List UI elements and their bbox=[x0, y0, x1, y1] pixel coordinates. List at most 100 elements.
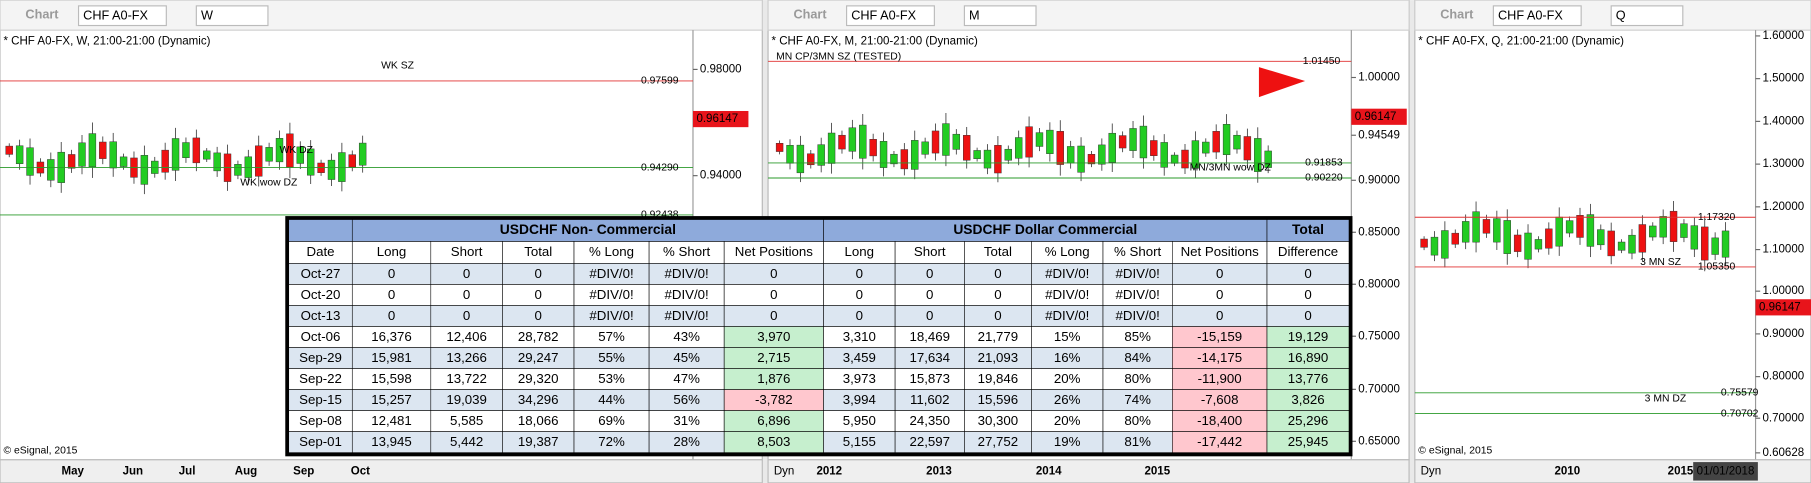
cell-text: -7,608 bbox=[1201, 392, 1239, 407]
level-label: 0.75579 bbox=[1721, 388, 1759, 399]
column-header: Total bbox=[984, 244, 1012, 259]
column-header: Net Positions bbox=[735, 244, 814, 259]
cell-text: 26% bbox=[1054, 392, 1081, 407]
candle bbox=[1264, 150, 1272, 168]
time-label: Oct bbox=[351, 465, 370, 477]
level-label: 1.17320 bbox=[1698, 212, 1736, 223]
candle bbox=[1513, 234, 1522, 252]
cell-text: Sep-15 bbox=[299, 392, 342, 407]
level-label: 0.70702 bbox=[1721, 408, 1759, 419]
cell-text: 84% bbox=[1124, 350, 1151, 365]
candle bbox=[203, 150, 211, 160]
price-label: 0.70000 bbox=[1762, 412, 1804, 424]
cell-text: 0 bbox=[388, 266, 395, 281]
cell-text: 34,296 bbox=[518, 392, 559, 407]
cell-text: 13,266 bbox=[446, 350, 487, 365]
candle bbox=[78, 142, 86, 167]
cell-text: 0 bbox=[1216, 287, 1223, 302]
column-header: % Short bbox=[663, 244, 711, 259]
level-label: 0.91853 bbox=[1305, 158, 1343, 169]
cell-text: 0 bbox=[856, 287, 863, 302]
candle bbox=[67, 154, 76, 169]
cell-text: 3,826 bbox=[1291, 392, 1324, 407]
annotation: WK SZ bbox=[381, 61, 415, 72]
cell-text: 53% bbox=[598, 371, 625, 386]
cell-text: 0 bbox=[463, 287, 470, 302]
candle bbox=[1212, 131, 1220, 153]
time-label: 2013 bbox=[926, 465, 952, 477]
time-axis bbox=[0, 459, 763, 483]
cell-text: 15,598 bbox=[371, 371, 412, 386]
column-header: Short bbox=[914, 244, 946, 259]
price-label: 0.80000 bbox=[1358, 278, 1400, 290]
symbol: CHF A0-FX bbox=[1498, 9, 1563, 23]
price-label: 1.20000 bbox=[1762, 201, 1804, 213]
candle bbox=[1150, 140, 1158, 156]
cell-text: 0 bbox=[926, 287, 933, 302]
cell-text: 25,945 bbox=[1288, 434, 1329, 449]
current-price-box bbox=[1351, 108, 1407, 125]
cell-text: -14,175 bbox=[1197, 350, 1242, 365]
candle bbox=[1441, 230, 1449, 259]
cell-text: #DIV/0! bbox=[1116, 287, 1160, 302]
candle bbox=[994, 145, 1002, 174]
time-label: Aug bbox=[235, 465, 257, 477]
cell-text: -15,159 bbox=[1197, 329, 1242, 344]
candle bbox=[47, 159, 55, 181]
candle bbox=[1690, 225, 1699, 250]
candle bbox=[1721, 230, 1730, 258]
candle bbox=[1555, 216, 1563, 247]
cell-text: 30,300 bbox=[978, 413, 1019, 428]
candle bbox=[1482, 219, 1491, 234]
candle bbox=[275, 138, 284, 163]
cell-text: Sep-22 bbox=[299, 371, 342, 386]
footer: © eSignal, 2015 bbox=[3, 445, 77, 456]
current-price: 0.96147 bbox=[1355, 111, 1397, 123]
cell-text: 21,093 bbox=[978, 350, 1019, 365]
cell-text: 0 bbox=[535, 287, 542, 302]
cell-text: 12,406 bbox=[446, 329, 487, 344]
candle bbox=[827, 132, 836, 164]
candle bbox=[931, 130, 940, 154]
cell-text: 0 bbox=[535, 266, 542, 281]
interval: Q bbox=[1616, 9, 1626, 23]
subtitle: * CHF A0-FX, W, 21:00-21:00 (Dynamic) bbox=[3, 36, 210, 48]
candle bbox=[775, 143, 784, 152]
candle bbox=[1420, 238, 1428, 248]
cell-text: 56% bbox=[673, 392, 700, 407]
footer: © eSignal, 2015 bbox=[1418, 445, 1492, 456]
candle bbox=[838, 134, 846, 150]
cell-text: 0 bbox=[1216, 308, 1223, 323]
cell-text: #DIV/0! bbox=[1045, 287, 1089, 302]
price-label: 0.65000 bbox=[1358, 435, 1400, 447]
cell-text: 0 bbox=[926, 308, 933, 323]
candle bbox=[1056, 131, 1064, 165]
candle bbox=[1066, 146, 1075, 164]
symbol: CHF A0-FX bbox=[83, 9, 148, 23]
cell-text: 57% bbox=[598, 329, 625, 344]
cell-text: 19,387 bbox=[518, 434, 559, 449]
cell-text: 15,257 bbox=[371, 392, 412, 407]
interval-box bbox=[963, 5, 1037, 27]
time-label: May bbox=[62, 465, 85, 477]
cell-text: 21,779 bbox=[978, 329, 1019, 344]
interval: M bbox=[969, 9, 980, 23]
level-label: 1.05350 bbox=[1698, 262, 1736, 273]
candle bbox=[358, 142, 367, 166]
cell-text: #DIV/0! bbox=[589, 266, 633, 281]
arrow bbox=[1258, 67, 1306, 98]
price-label: 1.50000 bbox=[1762, 73, 1804, 85]
cell-text: 44% bbox=[598, 392, 625, 407]
current-price: 0.96147 bbox=[1759, 301, 1801, 313]
candle bbox=[1077, 145, 1085, 173]
price-label: 1.60000 bbox=[1762, 30, 1804, 42]
cell-text: Oct-27 bbox=[301, 266, 341, 281]
price-label: 0.90000 bbox=[1358, 174, 1400, 186]
candle bbox=[265, 147, 273, 162]
column-header: Difference bbox=[1278, 244, 1338, 259]
cell-text: 0 bbox=[388, 287, 395, 302]
cell-text: 16,376 bbox=[371, 329, 412, 344]
candle bbox=[306, 148, 315, 176]
cell-text: 47% bbox=[673, 371, 700, 386]
